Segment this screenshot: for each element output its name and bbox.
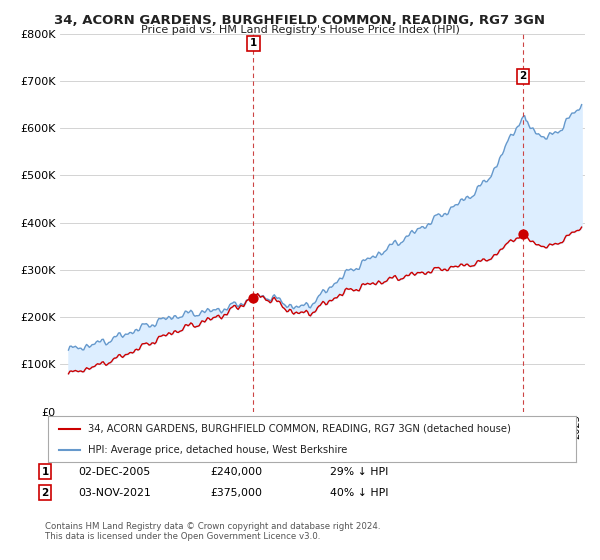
- Text: 2: 2: [41, 488, 49, 498]
- Text: 29% ↓ HPI: 29% ↓ HPI: [330, 466, 388, 477]
- Text: 02-DEC-2005: 02-DEC-2005: [78, 466, 150, 477]
- Text: Price paid vs. HM Land Registry's House Price Index (HPI): Price paid vs. HM Land Registry's House …: [140, 25, 460, 35]
- Text: 2: 2: [520, 71, 527, 81]
- Text: £240,000: £240,000: [210, 466, 262, 477]
- Text: 03-NOV-2021: 03-NOV-2021: [78, 488, 151, 498]
- Text: 40% ↓ HPI: 40% ↓ HPI: [330, 488, 389, 498]
- Text: 34, ACORN GARDENS, BURGHFIELD COMMON, READING, RG7 3GN (detached house): 34, ACORN GARDENS, BURGHFIELD COMMON, RE…: [88, 424, 511, 434]
- Text: Contains HM Land Registry data © Crown copyright and database right 2024.
This d: Contains HM Land Registry data © Crown c…: [45, 522, 380, 542]
- Text: 1: 1: [250, 38, 257, 48]
- Text: HPI: Average price, detached house, West Berkshire: HPI: Average price, detached house, West…: [88, 445, 347, 455]
- Text: 34, ACORN GARDENS, BURGHFIELD COMMON, READING, RG7 3GN: 34, ACORN GARDENS, BURGHFIELD COMMON, RE…: [55, 14, 545, 27]
- Point: [248, 293, 258, 302]
- Text: £375,000: £375,000: [210, 488, 262, 498]
- Point: [518, 230, 528, 239]
- Text: 1: 1: [41, 466, 49, 477]
